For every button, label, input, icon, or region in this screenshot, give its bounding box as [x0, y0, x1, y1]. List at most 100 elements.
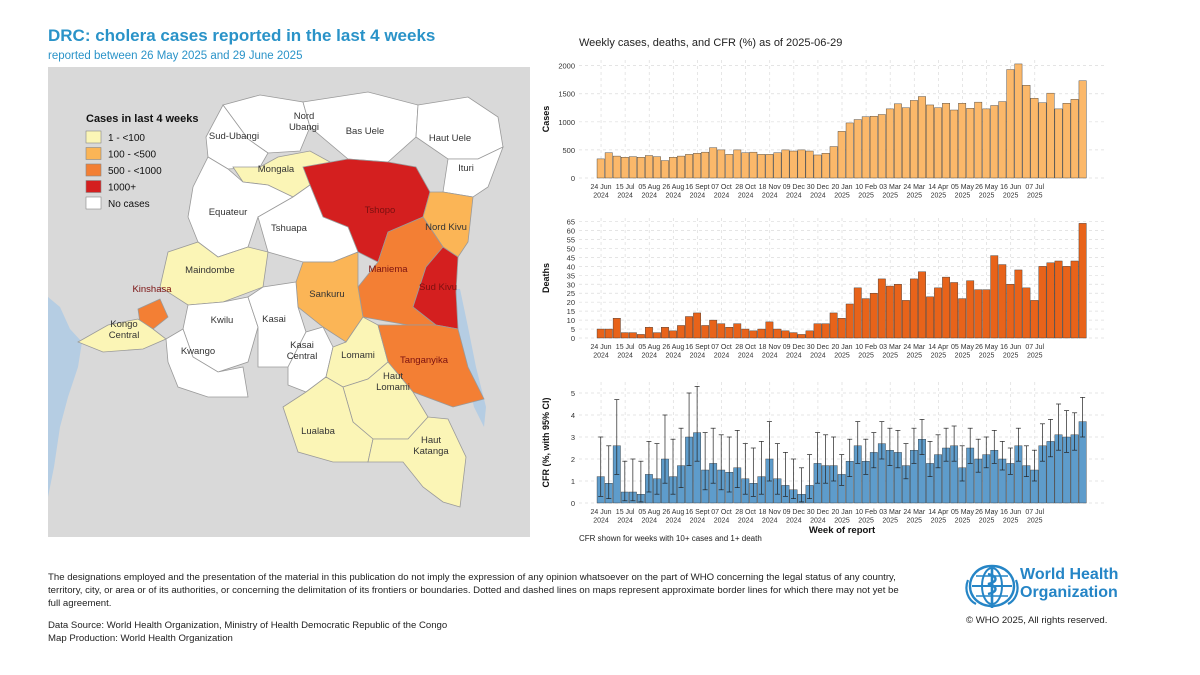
bar [628, 156, 637, 179]
map-legend: Cases in last 4 weeks 1 - <100 100 - <500… [85, 113, 199, 210]
x-tick-label: 18 Nov 2024 [759, 184, 782, 200]
x-tick-label: 15 Jul 2024 [616, 509, 635, 525]
province-lualaba [282, 376, 374, 463]
y-tick-label: 0 [571, 499, 575, 508]
bar [837, 318, 846, 339]
bar [596, 158, 605, 179]
bar [604, 328, 613, 339]
bar [717, 149, 726, 179]
province-label-bas-uele: Bas Uele [346, 126, 385, 137]
legend-label-500-1000: 500 - <1000 [108, 166, 162, 177]
province-label-sankuru: Sankuru [309, 289, 344, 300]
x-tick-label: 05 Aug 2024 [638, 344, 660, 360]
x-tick-label: 14 Apr 2025 [928, 509, 949, 525]
x-tick-label: 05 Aug 2024 [638, 509, 660, 525]
province-label-kwango: Kwango [181, 346, 215, 357]
bar [636, 334, 645, 339]
province-label-nord-kivu: Nord Kivu [425, 222, 467, 233]
bar [974, 289, 983, 339]
bar [701, 325, 710, 339]
y-tick-label: 55 [567, 235, 575, 244]
bar [934, 287, 942, 339]
x-tick-label: 09 Dec 2024 [783, 344, 806, 360]
bar [1022, 85, 1031, 179]
bar [677, 155, 685, 179]
bar [829, 146, 838, 179]
x-tick-label: 16 Jun 2025 [1000, 509, 1021, 525]
bar [950, 282, 959, 339]
bar [1062, 103, 1071, 179]
x-tick-label: 10 Feb 2025 [855, 184, 877, 200]
y-tick-label: 2 [571, 455, 575, 464]
x-tick-label: 07 Oct 2024 [711, 184, 732, 200]
x-tick-label: 09 Dec 2024 [783, 509, 806, 525]
province-label-lualaba: Lualaba [301, 426, 336, 437]
x-tick-label: 30 Dec 2024 [807, 344, 830, 360]
ocean-water [48, 297, 82, 497]
bar [685, 154, 693, 179]
bar [757, 154, 766, 179]
province-label-kasai: Kasai [262, 314, 286, 325]
x-tick-label: 24 Mar 2025 [903, 184, 925, 200]
bar [894, 103, 902, 179]
bar [733, 323, 742, 339]
y-tick-label: 1000 [558, 118, 575, 127]
legend-swatch-no-cases [85, 196, 102, 210]
province-kwango [165, 328, 249, 398]
x-tick-label: 28 Oct 2024 [735, 509, 756, 525]
bar [709, 319, 718, 339]
bar [894, 284, 902, 339]
x-tick-label: 07 Jul 2025 [1025, 344, 1044, 360]
bar [1038, 266, 1047, 339]
y-tick-label: 3 [571, 433, 575, 442]
bar [1078, 80, 1087, 179]
bar [845, 303, 854, 339]
legend-swatch-1000 [85, 180, 102, 193]
map-production-text: Map Production: World Health Organizatio… [48, 633, 233, 645]
bar [1078, 223, 1087, 339]
bar [645, 155, 653, 179]
province-tshuapa [257, 184, 359, 263]
bar [701, 151, 710, 179]
x-tick-label: 28 Oct 2024 [735, 184, 756, 200]
bar [998, 264, 1007, 339]
y-tick-label: 65 [567, 218, 575, 227]
who-logo-icon [965, 564, 1019, 608]
province-label-ituri: Ituri [458, 163, 474, 174]
bar [805, 150, 814, 179]
bar [829, 312, 838, 339]
charts-title: Weekly cases, deaths, and CFR (%) as of … [579, 37, 843, 49]
bar [612, 155, 621, 179]
province-label-haut-uele: Haut Uele [429, 133, 471, 144]
x-tick-label: 05 May 2025 [951, 509, 974, 525]
y-tick-label: 35 [567, 271, 575, 280]
bar [821, 153, 830, 179]
province-label-sud-ubangi: Sud-Ubangi [209, 131, 259, 142]
bar [693, 153, 702, 179]
page-subtitle: reported between 26 May 2025 and 29 June… [48, 50, 303, 62]
source-block: Data Source: World Health Organization, … [48, 619, 447, 645]
x-tick-label: 30 Dec 2024 [807, 509, 830, 525]
province-label-kongo-central: Kongo Central [109, 319, 140, 341]
province-label-mongala: Mongala [258, 164, 295, 175]
bar [797, 334, 806, 339]
province-bas-uele [302, 91, 419, 163]
drc-map: Cases in last 4 weeks 1 - <100 100 - <500… [48, 67, 530, 537]
x-tick-label: 03 Mar 2025 [879, 509, 901, 525]
bar [1054, 108, 1063, 179]
x-tick-label: 26 May 2025 [975, 184, 998, 200]
bar [725, 327, 734, 339]
y-axis-label: CFR (%, with 95% CI) [541, 397, 551, 487]
x-tick-label: 26 Aug 2024 [662, 344, 684, 360]
bar [620, 157, 629, 179]
x-tick-label: 16 Sept 2024 [685, 184, 709, 200]
x-tick-label: 05 May 2025 [951, 184, 974, 200]
bar [1022, 287, 1031, 339]
legend-swatch-1-100 [85, 130, 102, 144]
bar [821, 323, 830, 339]
x-tick-label: 16 Jun 2025 [1000, 184, 1021, 200]
x-tick-label: 20 Jan 2025 [831, 344, 852, 360]
x-tick-label: 18 Nov 2024 [759, 509, 782, 525]
province-label-kasai-central: Kasai Central [287, 340, 318, 362]
